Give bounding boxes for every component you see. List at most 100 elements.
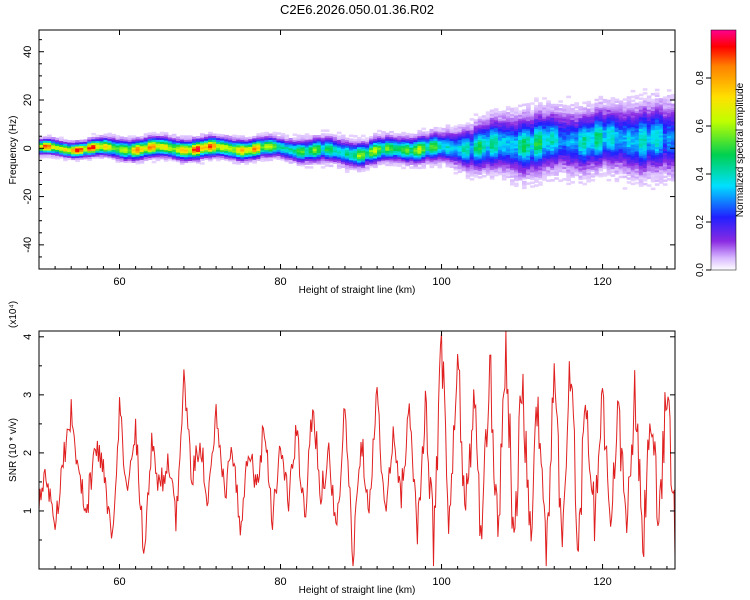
heat-cell xyxy=(598,103,604,107)
heat-cell xyxy=(618,164,624,167)
heat-cell xyxy=(590,121,596,124)
heat-cell xyxy=(542,112,547,116)
snr-multiplier-label: (x10⁴) xyxy=(8,301,19,328)
heat-cell xyxy=(449,153,455,157)
heat-cell xyxy=(542,170,547,174)
heat-cell xyxy=(200,150,205,154)
heat-cell xyxy=(377,158,382,162)
heat-cell xyxy=(457,145,463,148)
heat-cell xyxy=(469,174,475,177)
heat-cell xyxy=(216,153,221,156)
heat-cell xyxy=(626,127,632,130)
heat-cell xyxy=(614,170,620,173)
heat-cell xyxy=(369,136,374,139)
heat-cell xyxy=(324,133,330,136)
heat-cell xyxy=(530,121,535,125)
heat-cell xyxy=(582,165,588,168)
heat-cell xyxy=(465,172,471,176)
heat-cell xyxy=(308,160,314,163)
heat-cell xyxy=(542,147,547,150)
heat-cell xyxy=(622,106,628,109)
heat-cell xyxy=(606,151,612,155)
heat-cell xyxy=(196,159,201,162)
heat-cell xyxy=(666,166,672,170)
heat-cell xyxy=(324,142,330,146)
heat-cell xyxy=(183,154,189,158)
heat-cell xyxy=(123,150,129,154)
heat-cell xyxy=(606,101,612,105)
heat-cell xyxy=(574,123,580,127)
heat-cell xyxy=(598,174,604,178)
heat-cell xyxy=(662,137,668,140)
heat-cell xyxy=(530,117,535,121)
heat-cell xyxy=(159,137,165,141)
heat-cell xyxy=(361,154,366,157)
heat-cell xyxy=(650,121,656,125)
heat-cell xyxy=(622,127,628,130)
heat-cell xyxy=(574,156,580,159)
heat-cell xyxy=(550,103,555,107)
heat-cell xyxy=(630,134,636,137)
heat-cell xyxy=(522,182,527,186)
heat-cell xyxy=(99,144,105,148)
heat-cell xyxy=(433,148,439,151)
heat-cell xyxy=(518,131,523,135)
heat-cell xyxy=(654,169,660,173)
heat-cell xyxy=(606,105,612,109)
heat-cell xyxy=(602,149,608,152)
heat-cell xyxy=(489,165,495,169)
heat-cell xyxy=(522,159,527,163)
heat-cell xyxy=(646,155,652,158)
heat-cell xyxy=(658,113,664,117)
heat-cell xyxy=(469,149,475,152)
heat-cell xyxy=(618,106,624,109)
heat-cell xyxy=(586,116,592,119)
heat-cell xyxy=(123,146,129,150)
heat-cell xyxy=(634,106,640,110)
heat-cell xyxy=(131,139,137,142)
heat-cell xyxy=(469,152,475,156)
heat-cell xyxy=(610,137,616,141)
heat-cell xyxy=(453,152,459,156)
heat-cell xyxy=(276,153,282,157)
heat-cell xyxy=(618,119,624,123)
heat-cell xyxy=(155,154,161,158)
heat-cell xyxy=(574,117,580,121)
heat-cell xyxy=(348,134,354,138)
heat-cell xyxy=(83,156,88,160)
heat-cell xyxy=(497,140,503,143)
heat-cell xyxy=(377,137,382,141)
heat-cell xyxy=(497,138,503,141)
heat-cell xyxy=(63,139,68,142)
heat-cell xyxy=(493,127,499,131)
heat-cell xyxy=(196,141,201,145)
heat-cell xyxy=(518,168,523,171)
x-tick-label: 120 xyxy=(593,276,611,288)
heat-cell xyxy=(481,144,487,147)
heat-cell xyxy=(461,157,467,160)
heat-cell xyxy=(71,142,76,145)
heat-cell xyxy=(131,152,137,156)
heat-cell xyxy=(658,152,664,155)
heat-cell xyxy=(646,128,652,131)
heat-cell xyxy=(87,148,92,152)
heat-cell xyxy=(626,107,632,111)
heat-cell xyxy=(610,108,616,112)
heat-cell xyxy=(606,121,612,124)
heat-cell xyxy=(622,117,628,121)
heat-cell xyxy=(638,149,644,153)
heat-cell xyxy=(481,122,487,126)
heat-cell xyxy=(614,146,620,150)
heat-cell xyxy=(332,136,338,139)
heat-cell xyxy=(526,161,531,164)
heat-cell xyxy=(437,144,443,148)
heat-cell xyxy=(409,154,414,158)
heat-cell xyxy=(622,121,628,125)
heat-cell xyxy=(574,113,580,117)
heat-cell xyxy=(401,160,406,164)
heat-cell xyxy=(204,149,209,153)
heat-cell xyxy=(485,124,491,128)
heat-cell xyxy=(208,141,213,145)
heat-cell xyxy=(167,156,173,159)
heat-cell xyxy=(550,127,555,130)
